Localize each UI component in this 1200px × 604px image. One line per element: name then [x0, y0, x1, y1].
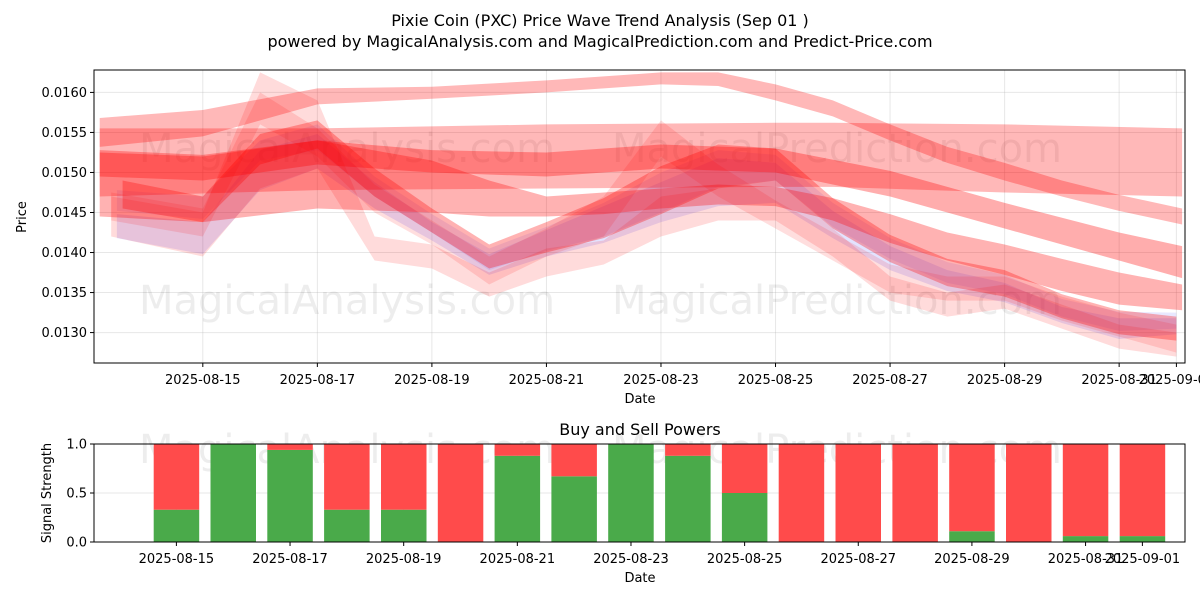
price-band-red-band-flat: [99, 122, 1183, 197]
price-y-ticks: 0.0130 0.0135 0.0140 0.0145 0.0150 0.0155 0.01…: [42, 86, 94, 341]
power-y-label: Signal Strength: [40, 443, 55, 543]
sell-bar: [381, 444, 427, 510]
power-x-label: Date: [624, 571, 655, 586]
power-x-tick-label: 2025-08-31: [1048, 552, 1124, 567]
price-y-tick-label: 0.0145: [42, 206, 88, 221]
price-y-tick-label: 0.0150: [42, 166, 88, 181]
sell-bar: [949, 444, 995, 532]
buy-bar: [381, 509, 427, 542]
power-y-tick-label: 0.0: [66, 536, 87, 551]
price-x-tick-label: 2025-08-21: [509, 373, 585, 388]
price-x-tick-label: 2025-08-23: [623, 373, 699, 388]
power-y-tick-label: 1.0: [66, 438, 87, 453]
price-y-tick-label: 0.0140: [42, 246, 88, 261]
price-watermarks: MagicalAnalysis.com MagicalPrediction.co…: [139, 126, 1062, 324]
price-chart: MagicalAnalysis.com MagicalPrediction.co…: [15, 69, 1200, 407]
buy-bar: [267, 449, 313, 542]
buy-bar: [949, 531, 995, 542]
buy-bar: [551, 476, 597, 542]
sell-bar: [1119, 444, 1166, 537]
price-y-tick-label: 0.0135: [42, 286, 88, 301]
price-band-blue-wave-2: [116, 124, 1177, 332]
buy-bar: [210, 444, 256, 542]
power-x-tick-label: 2025-08-25: [707, 552, 783, 567]
price-band-red-band-diag: [99, 140, 1183, 279]
sell-bar: [778, 444, 825, 542]
price-x-label: Date: [624, 392, 655, 407]
price-y-tick-label: 0.0155: [42, 126, 88, 141]
power-x-ticks: 2025-08-15 2025-08-17 2025-08-19 2025-08-21…: [139, 542, 1181, 567]
sell-bar: [1006, 444, 1052, 542]
price-grid: [94, 70, 1185, 363]
price-y-label: Price: [15, 201, 30, 233]
figure-subtitle: powered by MagicalAnalysis.com and Magic…: [267, 32, 932, 51]
price-y-tick-label: 0.0130: [42, 326, 88, 341]
sell-bar: [1062, 444, 1109, 537]
price-x-tick-label: 2025-09-01: [1139, 373, 1200, 388]
price-x-tick-label: 2025-08-27: [852, 373, 928, 388]
price-band-red-band-mid: [99, 140, 1183, 311]
price-series: [99, 72, 1183, 357]
watermark-prediction-top: MagicalPrediction.com: [612, 126, 1062, 172]
power-x-tick-label: 2025-08-29: [934, 552, 1010, 567]
sell-bar: [494, 444, 541, 456]
power-y-tick-label: 0.5: [66, 487, 87, 502]
price-y-tick-label: 0.0160: [42, 86, 88, 101]
buy-bar: [665, 455, 711, 542]
buy-bar: [1119, 536, 1166, 542]
buy-bar: [153, 509, 200, 542]
sell-bar: [721, 444, 768, 493]
buy-bar: [1062, 536, 1109, 542]
watermark-analysis-top: MagicalAnalysis.com: [139, 126, 555, 172]
price-x-tick-label: 2025-08-29: [967, 373, 1043, 388]
price-x-ticks: 2025-08-15 2025-08-17 2025-08-19 2025-08-21…: [165, 363, 1200, 388]
sell-bar: [835, 444, 881, 542]
sell-bar: [324, 444, 370, 510]
buy-bar: [608, 444, 654, 542]
buy-bar: [324, 509, 370, 542]
price-x-tick-label: 2025-08-25: [738, 373, 814, 388]
watermark-prediction-mid: MagicalPrediction.com: [612, 278, 1062, 324]
sell-bar: [892, 444, 938, 542]
sell-bar: [267, 444, 313, 450]
price-x-tick-label: 2025-08-31: [1081, 373, 1157, 388]
sell-bar: [437, 444, 484, 542]
sell-bar: [153, 444, 200, 510]
price-axes-frame: [93, 69, 1186, 364]
price-x-tick-label: 2025-08-19: [394, 373, 470, 388]
price-x-tick-label: 2025-08-17: [280, 373, 356, 388]
power-x-tick-label: 2025-08-21: [480, 552, 556, 567]
price-band-red-wave-2: [111, 72, 1177, 357]
watermark-analysis-mid: MagicalAnalysis.com: [139, 278, 555, 324]
power-x-tick-label: 2025-08-19: [366, 552, 442, 567]
buy-bar: [494, 455, 541, 542]
power-x-tick-label: 2025-08-27: [820, 552, 896, 567]
power-x-tick-label: 2025-08-17: [252, 552, 328, 567]
power-bars: [153, 444, 1166, 542]
power-chart-title: Buy and Sell Powers: [559, 420, 721, 439]
price-x-tick-label: 2025-08-15: [165, 373, 241, 388]
power-x-tick-label: 2025-08-23: [593, 552, 669, 567]
buy-bar: [721, 493, 768, 542]
price-band-red-wave-1: [122, 120, 1177, 341]
sell-bar: [551, 444, 597, 477]
power-x-tick-label: 2025-08-15: [139, 552, 215, 567]
price-band-blue-wave-1: [116, 134, 1177, 339]
sell-bar: [665, 444, 711, 456]
power-x-tick-label: 2025-09-01: [1105, 552, 1181, 567]
figure-title: Pixie Coin (PXC) Price Wave Trend Analys…: [391, 11, 809, 30]
price-band-red-wave-3: [111, 92, 1177, 353]
power-y-ticks: 0.0 0.5 1.0: [66, 438, 94, 551]
power-chart: Buy and Sell Powers MagicalAnalysis.com …: [40, 420, 1186, 586]
